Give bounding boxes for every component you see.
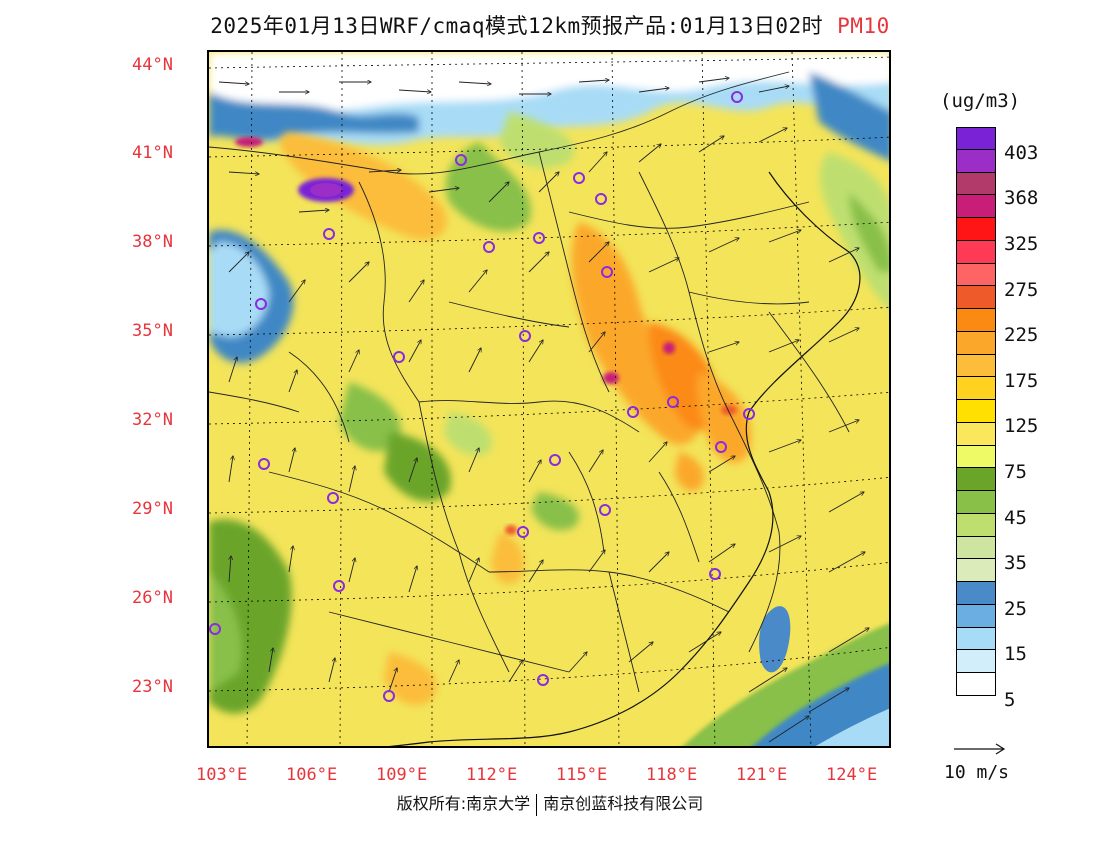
colorbar-segment — [956, 445, 996, 469]
coastline — [388, 171, 861, 746]
colorbar-segment — [956, 422, 996, 446]
colorbar-tick-15: 15 — [1004, 643, 1027, 665]
colorbar-segment — [956, 354, 996, 378]
lat-label-44: 44°N — [132, 55, 173, 75]
lon-label-124: 124°E — [826, 765, 878, 785]
colorbar-tick-45: 45 — [1004, 507, 1027, 529]
colorbar-segment — [956, 673, 996, 696]
colorbar-segment — [956, 149, 996, 173]
chart-title: 2025年01月13日WRF/cmaq模式12km预报产品:01月13日02时 P… — [0, 10, 1100, 40]
colorbar-segment — [956, 627, 996, 651]
colorbar-segment — [956, 377, 996, 400]
lon-label-121: 121°E — [736, 765, 788, 785]
green-zones — [209, 112, 889, 714]
colorbar-segment — [956, 582, 996, 605]
wind-reference-label: 10 m/s — [944, 762, 1010, 783]
colorbar-tick-368: 368 — [1004, 187, 1039, 209]
colorbar-segment — [956, 400, 996, 423]
colorbar-unit: (ug/m3) — [940, 90, 1021, 112]
colorbar-tick-75: 75 — [1004, 461, 1027, 483]
lon-label-115: 115°E — [556, 765, 608, 785]
colorbar-segment — [956, 559, 996, 582]
colorbar-segment — [956, 286, 996, 309]
taiwan-island — [759, 606, 791, 673]
colorbar-segment — [956, 127, 996, 150]
lat-label-41: 41°N — [132, 143, 173, 163]
lon-label-109: 109°E — [376, 765, 428, 785]
colorbar-tick-225: 225 — [1004, 324, 1039, 346]
colorbar-segment — [956, 331, 996, 355]
copyright-separator — [536, 793, 538, 816]
lon-label-118: 118°E — [646, 765, 698, 785]
pollutant-label: PM10 — [837, 14, 890, 38]
orange-zones — [280, 132, 751, 706]
title-text: 2025年01月13日WRF/cmaq模式12km预报产品:01月13日02时 — [210, 14, 824, 38]
pm10-map[interactable] — [207, 50, 891, 748]
colorbar-tick-35: 35 — [1004, 552, 1027, 574]
lat-label-38: 38°N — [132, 232, 173, 252]
wind-vectors — [218, 78, 869, 743]
colorbar-segment — [956, 513, 996, 537]
colorbar-tick-25: 25 — [1004, 598, 1027, 620]
copyright-right: 南京创蓝科技有限公司 — [543, 794, 704, 813]
lat-label-26: 26°N — [132, 588, 173, 608]
station-markers — [209, 91, 755, 702]
map-canvas — [209, 52, 889, 746]
colorbar-tick-125: 125 — [1004, 415, 1039, 437]
lat-label-23: 23°N — [132, 677, 173, 697]
colorbar-tick-275: 275 — [1004, 279, 1039, 301]
colorbar-segment — [956, 263, 996, 287]
colorbar-segment — [956, 172, 996, 196]
colorbar-segment — [956, 218, 996, 241]
colorbar-segment — [956, 195, 996, 218]
colorbar-segment — [956, 604, 996, 628]
graticule — [209, 52, 889, 746]
lon-label-103: 103°E — [196, 765, 248, 785]
wind-reference-arrow — [954, 743, 1006, 755]
southeast-sea — [683, 606, 889, 746]
colorbar-tick-5: 5 — [1004, 689, 1016, 711]
lat-label-32: 32°N — [132, 410, 173, 430]
lat-label-35: 35°N — [132, 321, 173, 341]
lat-label-29: 29°N — [132, 499, 173, 519]
province-boundaries — [209, 71, 850, 693]
colorbar-segment — [956, 240, 996, 264]
colorbar-tick-403: 403 — [1004, 142, 1039, 164]
colorbar-segment — [956, 468, 996, 491]
colorbar — [956, 127, 996, 696]
colorbar-segment — [956, 536, 996, 560]
colorbar-tick-325: 325 — [1004, 233, 1039, 255]
lon-label-106: 106°E — [286, 765, 338, 785]
colorbar-segment — [956, 650, 996, 673]
lon-label-112: 112°E — [466, 765, 518, 785]
copyright: 版权所有:南京大学 南京创蓝科技有限公司 — [0, 790, 1100, 816]
copyright-left: 版权所有:南京大学 — [396, 794, 531, 813]
hotspots — [235, 137, 737, 535]
colorbar-segment — [956, 309, 996, 332]
colorbar-segment — [956, 491, 996, 514]
colorbar-tick-175: 175 — [1004, 370, 1039, 392]
